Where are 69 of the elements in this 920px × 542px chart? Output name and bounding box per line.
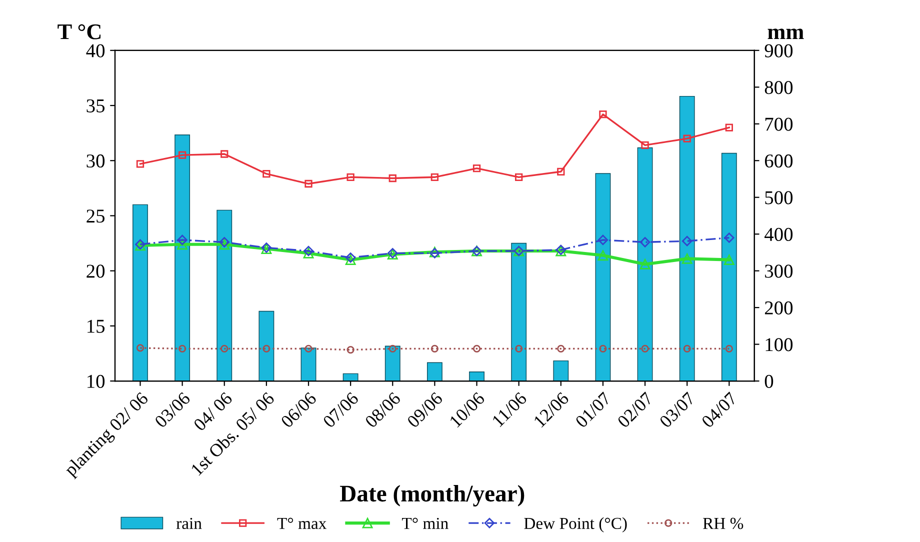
bar <box>595 173 611 382</box>
point <box>724 254 734 266</box>
y-tick-label: 20 <box>86 264 105 278</box>
bar <box>553 360 569 382</box>
y-tick-label: 10 <box>88 374 105 388</box>
point <box>219 237 230 248</box>
point <box>683 134 691 142</box>
point <box>725 124 733 132</box>
y2-tick-label: 300 <box>765 264 793 278</box>
point <box>515 173 523 181</box>
point <box>262 170 270 178</box>
point <box>640 237 650 248</box>
y2-tick-label: 900 <box>764 44 793 58</box>
bar <box>132 204 148 382</box>
bar <box>300 348 316 382</box>
bar <box>511 242 527 382</box>
bar <box>174 134 190 382</box>
y2-tick-label: 600 <box>764 154 793 168</box>
point <box>136 160 144 168</box>
y2-tick-label: 0 <box>764 374 774 388</box>
legend-label: T° max <box>277 518 326 530</box>
y-tick-label: 30 <box>86 154 105 168</box>
bar <box>258 310 274 382</box>
y2-tick-label: 200 <box>764 301 793 314</box>
y2-tick-label: 700 <box>765 118 793 131</box>
legend-label: T° min <box>402 518 448 529</box>
point <box>219 239 230 250</box>
legend-label: RH % <box>702 518 744 530</box>
y-tick-label: 15 <box>88 320 105 333</box>
legend-label: Dew Point (°C) <box>524 517 627 532</box>
point <box>682 236 692 246</box>
point <box>388 174 396 182</box>
y-tick-label: 25 <box>86 210 105 223</box>
point <box>220 150 228 158</box>
point <box>472 164 481 172</box>
bar <box>216 210 232 382</box>
bar <box>342 373 358 382</box>
y2-axis-title: mm <box>768 28 804 40</box>
x-axis-title: Date (month/year) <box>340 484 524 506</box>
legend-label: rain <box>176 518 202 530</box>
point <box>430 173 439 181</box>
point <box>682 253 692 264</box>
point <box>641 141 649 150</box>
point <box>177 239 188 250</box>
y2-tick-label: 400 <box>764 228 793 242</box>
point <box>557 168 565 176</box>
bar <box>384 346 400 382</box>
bar <box>679 96 695 382</box>
point <box>724 232 734 243</box>
y-tick-label: 40 <box>86 44 105 58</box>
point <box>598 250 608 261</box>
point <box>178 151 186 159</box>
y2-tick-label: 500 <box>765 191 793 204</box>
bar <box>637 147 653 382</box>
point <box>346 173 354 181</box>
x-tick-label: 04/ 06 <box>192 392 233 432</box>
point <box>304 180 312 188</box>
point <box>599 110 607 118</box>
bar <box>426 362 442 382</box>
bar <box>469 371 484 382</box>
point <box>640 259 650 270</box>
y-tick-label: 35 <box>86 99 105 112</box>
bar <box>721 152 737 382</box>
y-axis-title: T °C <box>58 24 101 40</box>
point <box>345 254 356 266</box>
y2-tick-label: 800 <box>764 80 793 94</box>
point <box>177 234 188 246</box>
point <box>598 234 608 246</box>
y2-tick-label: 100 <box>766 338 793 352</box>
